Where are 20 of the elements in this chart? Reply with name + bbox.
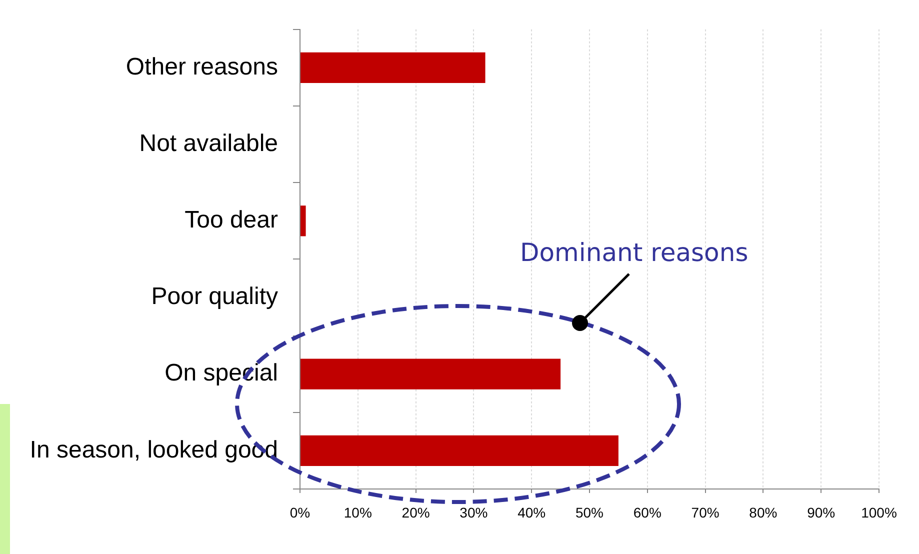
x-tick-label: 0% — [290, 504, 310, 520]
bar — [300, 358, 561, 390]
x-tick-label: 90% — [807, 504, 836, 520]
y-tick-label: Too dear — [184, 206, 278, 234]
y-tick-label: Not available — [139, 130, 278, 157]
bar — [300, 52, 486, 84]
x-tick-label: 20% — [402, 504, 430, 520]
bar — [300, 206, 306, 236]
y-tick-label: Other reasons — [126, 53, 278, 80]
x-tick-label: 30% — [460, 504, 488, 520]
bar — [300, 435, 618, 466]
x-tick-label: 100% — [861, 504, 897, 520]
annotation: Dominant reasons — [520, 238, 748, 268]
x-tick-label: 80% — [749, 504, 778, 520]
y-tick-label: Poor quality — [151, 283, 278, 310]
x-tick-label: 70% — [691, 504, 720, 520]
x-tick-label: 10% — [344, 504, 372, 520]
x-tick-label: 50% — [575, 504, 604, 520]
x-tick-label: 60% — [633, 504, 662, 520]
x-tick-label: 40% — [518, 504, 546, 520]
